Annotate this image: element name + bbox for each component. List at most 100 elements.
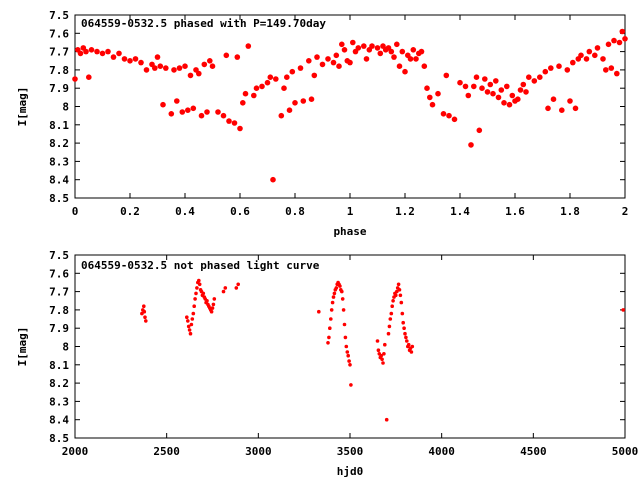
data-point (189, 322, 194, 327)
data-point (344, 344, 349, 349)
data-point (192, 304, 196, 309)
data-point (391, 299, 395, 303)
data-point (465, 92, 472, 99)
data-point (608, 65, 615, 71)
data-point (347, 59, 353, 66)
data-point (462, 83, 469, 90)
data-point (197, 278, 201, 283)
data-point (346, 353, 351, 358)
y-tick-label: 7.5 (49, 9, 69, 22)
data-point (409, 350, 414, 354)
data-point (386, 331, 391, 336)
data-point (387, 324, 392, 329)
data-point (509, 92, 516, 99)
data-point (374, 45, 381, 51)
data-point (284, 74, 290, 80)
data-point (329, 308, 334, 312)
data-point (144, 319, 148, 323)
data-point (329, 317, 333, 321)
data-point (583, 56, 590, 62)
data-point (578, 52, 584, 59)
data-point (605, 41, 612, 48)
data-point (400, 311, 405, 316)
data-point (191, 311, 196, 316)
x-tick-label: 1.2 (395, 205, 415, 218)
data-point (614, 70, 620, 77)
data-point (611, 37, 617, 44)
data-point (484, 89, 491, 95)
data-point (326, 341, 330, 345)
data-point (418, 48, 425, 55)
data-point (572, 105, 579, 112)
data-point (223, 52, 230, 59)
data-point (193, 297, 197, 301)
data-point (163, 65, 169, 71)
data-point (350, 39, 356, 46)
data-point (556, 63, 562, 69)
data-point (410, 47, 417, 53)
data-point (377, 50, 384, 57)
data-point (570, 59, 576, 66)
data-point (201, 61, 208, 68)
data-point (196, 70, 202, 77)
y-tick-label: 8.3 (49, 155, 69, 168)
data-point (394, 293, 398, 298)
data-point (140, 311, 144, 316)
data-point (520, 81, 527, 88)
data-point (142, 304, 146, 309)
data-point (384, 417, 389, 422)
phased-light-curve-panel: 7.5 7.6 7.7 7.8 7.9 8 8.1 8.2 8.3 8.4 8.50 0.2 0.4 0.… (16, 9, 628, 238)
y-tick-label: 8.5 (49, 432, 69, 445)
x-tick-label: 1.8 (560, 205, 580, 218)
data-point (504, 83, 510, 90)
data-point (179, 109, 186, 115)
data-point (348, 363, 352, 367)
x-tick-label: 1 (347, 205, 354, 218)
data-point (429, 101, 436, 108)
data-point (396, 63, 403, 69)
data-point (273, 76, 279, 82)
data-point (476, 127, 483, 134)
data-point (381, 361, 385, 365)
data-point (330, 300, 335, 305)
data-point (190, 105, 197, 112)
data-point (397, 288, 402, 292)
data-point (501, 100, 507, 106)
y-tick-label: 8 (62, 341, 69, 354)
data-point (152, 65, 158, 71)
x-tick-label: 0.6 (230, 205, 250, 218)
data-point (171, 67, 177, 73)
y-tick-label: 8.4 (49, 174, 69, 187)
y-tick-label: 7.8 (49, 64, 69, 77)
data-point (116, 50, 122, 57)
data-point (127, 58, 133, 64)
data-point (603, 67, 609, 73)
x-tick-label: 2500 (153, 445, 180, 458)
data-point (186, 319, 190, 323)
data-point (110, 54, 117, 60)
data-point (292, 100, 298, 106)
x-tick-label: 5000 (612, 445, 639, 458)
data-point (399, 48, 406, 55)
data-point (391, 54, 397, 60)
data-point (339, 41, 345, 48)
x-tick-label: 1.4 (450, 205, 470, 218)
data-series (140, 278, 625, 422)
data-point (308, 96, 315, 102)
data-point (592, 52, 598, 59)
data-point (333, 52, 340, 59)
data-point (388, 317, 393, 321)
y-tick-label: 8.2 (49, 377, 69, 390)
data-point (319, 61, 326, 68)
data-point (207, 58, 213, 64)
data-point (330, 59, 337, 66)
y-tick-label: 7.9 (49, 322, 69, 335)
y-tick-label: 7.8 (49, 304, 69, 317)
data-point (388, 48, 395, 55)
data-point (586, 48, 593, 55)
data-point (327, 335, 331, 340)
data-point (332, 291, 337, 296)
data-point (201, 291, 206, 296)
x-axis-label: phase (333, 225, 366, 238)
data-point (345, 350, 350, 354)
